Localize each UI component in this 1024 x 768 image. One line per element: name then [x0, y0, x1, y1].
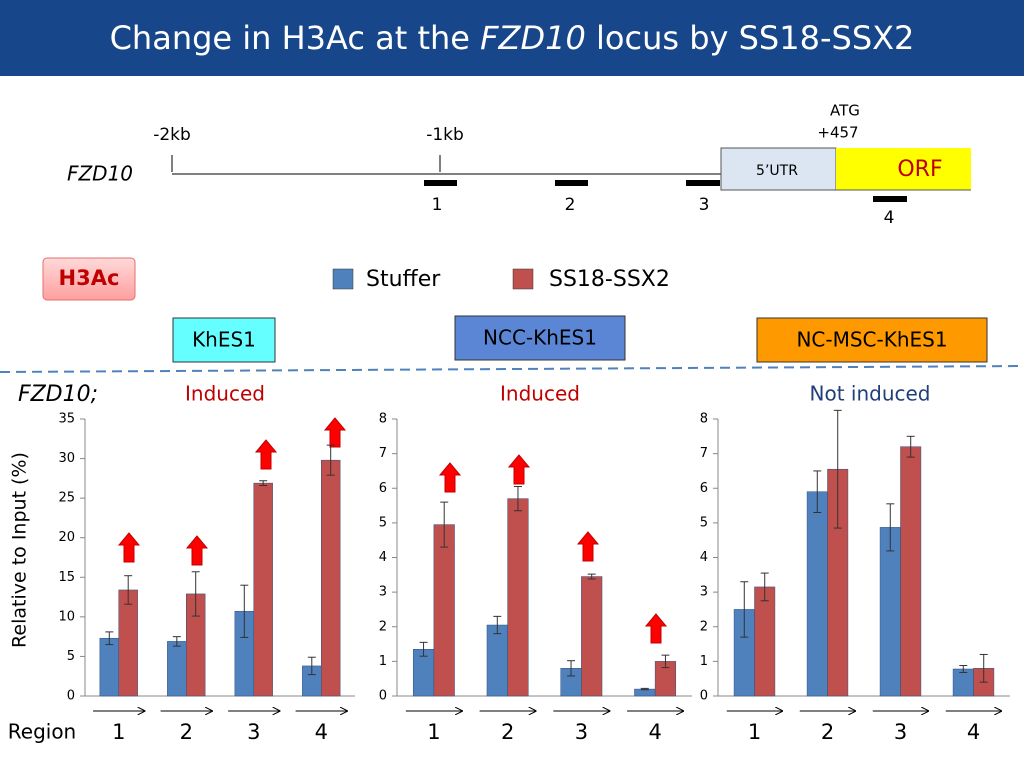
y-tick-label: 6 — [700, 481, 708, 496]
y-axis-label: Relative to Input (%) — [9, 452, 31, 648]
bar — [806, 491, 828, 697]
cell-line-label: KhES1 — [192, 328, 256, 352]
x-axis-label: Region — [8, 720, 76, 744]
y-tick-label: 3 — [700, 585, 708, 600]
cell-line-label: NCC-KhES1 — [483, 326, 597, 350]
bar — [118, 589, 138, 697]
region-label: 2 — [565, 195, 576, 215]
y-tick-label: 8 — [700, 412, 708, 427]
bar — [433, 524, 455, 697]
y-tick-label: 1 — [700, 654, 708, 669]
title-part: FZD10 — [480, 19, 586, 57]
x-tick-label: 4 — [315, 720, 328, 744]
y-tick-label: 35 — [58, 412, 75, 427]
y-tick-label: 4 — [379, 550, 387, 565]
region-label: 3 — [699, 195, 710, 215]
legend-label: Stuffer — [366, 267, 441, 292]
x-tick-label: 1 — [748, 720, 761, 744]
y-tick-label: 5 — [700, 515, 708, 530]
cell-line-box — [172, 317, 276, 363]
bar — [99, 637, 119, 697]
y-tick-label: 7 — [700, 446, 708, 461]
cell-line-box — [756, 317, 988, 363]
x-tick-label: 2 — [180, 720, 193, 744]
orf-label: ORF — [897, 157, 942, 182]
y-tick-label: 1 — [379, 654, 387, 669]
x-tick-label: 4 — [967, 720, 980, 744]
x-tick-label: 1 — [427, 720, 440, 744]
y-tick-label: 30 — [58, 451, 75, 466]
y-tick-label: 5 — [67, 649, 75, 664]
title-part: Change in H3Ac at the — [110, 19, 481, 57]
y-tick-label: 15 — [58, 570, 75, 585]
y-tick-label: 0 — [67, 689, 75, 704]
chart-title: Induced — [185, 382, 265, 406]
y-tick-label: 2 — [700, 619, 708, 634]
atg-label: +457 — [817, 124, 858, 142]
row-label: FZD10; — [18, 382, 98, 407]
h3ac-box — [42, 257, 136, 301]
y-tick-label: 3 — [379, 585, 387, 600]
gene-name: FZD10 — [67, 162, 133, 186]
x-tick-label: 3 — [894, 720, 907, 744]
x-tick-label: 3 — [575, 720, 588, 744]
region-label: 1 — [432, 195, 443, 215]
x-tick-label: 3 — [247, 720, 260, 744]
bar — [321, 459, 341, 697]
bar — [486, 624, 508, 697]
bar — [507, 498, 529, 697]
y-tick-label: 4 — [700, 550, 708, 565]
title-part: locus by SS18-SSX2 — [586, 19, 915, 57]
slide-title: Change in H3Ac at the FZD10 locus by SS1… — [110, 19, 915, 57]
y-tick-label: 0 — [379, 689, 387, 704]
x-tick-label: 1 — [112, 720, 125, 744]
bar — [900, 446, 922, 697]
y-tick-label: 20 — [58, 530, 75, 545]
position-label: -1kb — [426, 125, 464, 145]
y-tick-label: 25 — [58, 491, 75, 506]
chart-title: Not induced — [810, 382, 931, 406]
bar — [952, 668, 974, 697]
y-tick-label: 0 — [700, 689, 708, 704]
x-tick-label: 2 — [821, 720, 834, 744]
legend-swatch — [512, 268, 534, 290]
cell-line-label: NC-MSC-KhES1 — [796, 328, 947, 352]
h3ac-label: H3Ac — [59, 266, 120, 290]
x-tick-label: 2 — [501, 720, 514, 744]
utr-label: 5’UTR — [756, 163, 798, 179]
legend-label: SS18-SSX2 — [549, 267, 670, 292]
bar — [167, 641, 187, 697]
y-tick-label: 10 — [58, 609, 75, 624]
y-tick-label: 8 — [379, 412, 387, 427]
title-bar — [0, 0, 1024, 76]
bar — [581, 576, 603, 697]
y-tick-label: 7 — [379, 446, 387, 461]
bar — [879, 527, 901, 697]
position-label: -2kb — [153, 125, 191, 145]
bar — [253, 482, 273, 697]
cell-line-box — [454, 315, 626, 361]
legend-swatch — [332, 268, 354, 290]
gene-diagram: FZD10 -2kb -1kb ATG +457 5’UTR ORF 1 2 3… — [67, 102, 971, 228]
atg-label: ATG — [830, 102, 860, 120]
divider — [0, 365, 1024, 373]
y-tick-label: 2 — [379, 619, 387, 634]
y-tick-label: 6 — [379, 481, 387, 496]
x-tick-label: 4 — [648, 720, 661, 744]
chart-title: Induced — [500, 382, 580, 406]
bar — [754, 586, 776, 697]
induction-arrows — [117, 417, 668, 644]
y-tick-label: 5 — [379, 515, 387, 530]
region-label: 4 — [884, 208, 895, 228]
